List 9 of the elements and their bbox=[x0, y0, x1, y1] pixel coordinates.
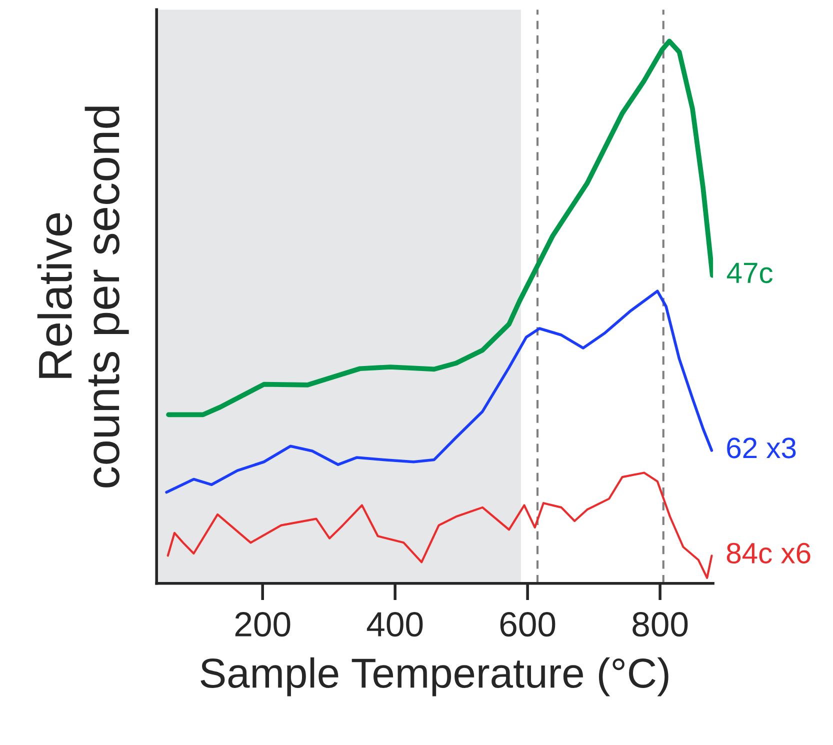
x-tick-label: 600 bbox=[500, 612, 556, 637]
x-tick-label: 200 bbox=[235, 612, 290, 637]
x-tick-label: 800 bbox=[632, 612, 688, 637]
x-tick-label: 400 bbox=[366, 612, 423, 637]
series-label: 47c bbox=[726, 262, 773, 284]
series-label: 62 x3 bbox=[727, 438, 796, 458]
y-axis-title: Relative counts per second bbox=[37, 106, 129, 488]
series-label: 84c x6 bbox=[726, 542, 810, 564]
x-axis-title: Sample Temperature (°C) bbox=[200, 657, 668, 696]
